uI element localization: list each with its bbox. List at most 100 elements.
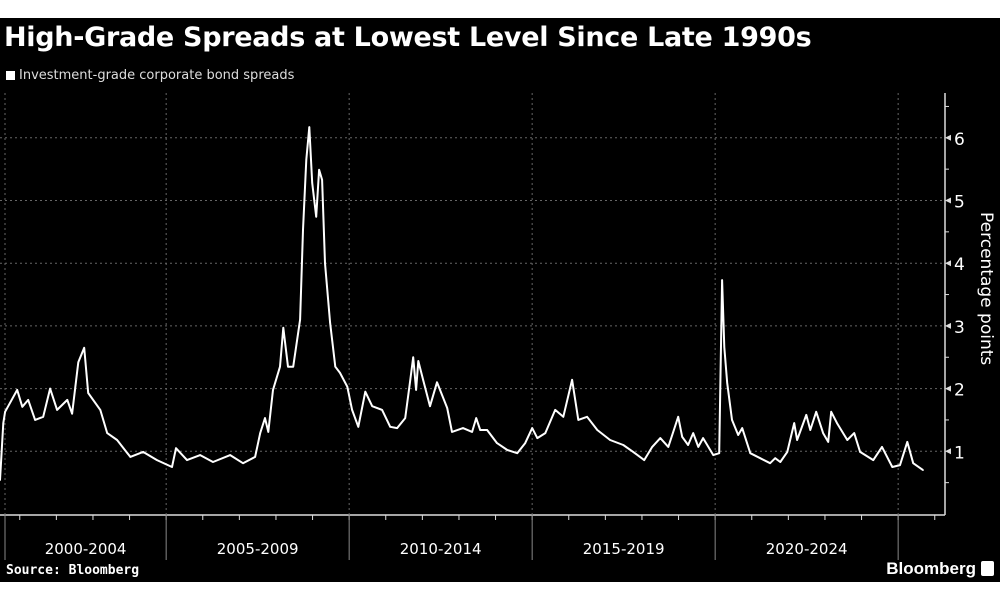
data-point bbox=[506, 449, 509, 451]
x-tick-label: 2000-2004 bbox=[45, 540, 127, 558]
data-point bbox=[311, 182, 313, 184]
data-point bbox=[571, 379, 573, 381]
chart-title: High-Grade Spreads at Lowest Level Since… bbox=[4, 22, 812, 53]
data-point bbox=[451, 431, 453, 433]
data-point bbox=[891, 466, 894, 468]
data-point bbox=[21, 405, 24, 408]
data-point bbox=[577, 419, 580, 421]
bloomberg-logo: Bloomberg bbox=[886, 559, 976, 578]
data-point bbox=[87, 392, 90, 394]
data-point bbox=[71, 412, 73, 415]
data-point bbox=[815, 410, 817, 413]
data-point bbox=[321, 179, 323, 181]
data-point bbox=[56, 409, 58, 411]
data-point bbox=[422, 379, 424, 381]
data-point bbox=[846, 439, 849, 441]
chart-background bbox=[0, 18, 1000, 582]
y-tick-label: 4 bbox=[954, 255, 965, 275]
legend-swatch bbox=[6, 71, 15, 80]
data-point bbox=[212, 461, 214, 463]
data-point bbox=[471, 431, 473, 433]
data-point bbox=[562, 416, 565, 418]
data-point bbox=[66, 399, 69, 401]
data-point bbox=[486, 429, 488, 431]
data-point bbox=[42, 416, 44, 418]
data-point bbox=[446, 407, 449, 409]
data-point bbox=[899, 464, 901, 466]
data-point bbox=[156, 459, 158, 461]
data-point bbox=[786, 451, 789, 453]
data-point bbox=[404, 417, 406, 419]
data-point bbox=[805, 414, 808, 416]
data-point bbox=[254, 456, 256, 458]
y-tick bbox=[945, 197, 951, 204]
data-point bbox=[779, 461, 782, 463]
x-tick-label: 2010-2014 bbox=[400, 540, 482, 558]
data-point bbox=[186, 459, 188, 461]
data-point bbox=[922, 469, 924, 471]
data-point bbox=[415, 389, 417, 391]
data-point bbox=[106, 432, 109, 434]
data-point bbox=[496, 442, 498, 444]
data-point bbox=[409, 379, 412, 381]
data-point bbox=[544, 432, 547, 434]
data-point bbox=[759, 457, 761, 459]
data-point bbox=[34, 419, 36, 421]
data-point bbox=[339, 372, 341, 374]
x-tick-label: 2015-2019 bbox=[583, 540, 665, 558]
data-point bbox=[741, 427, 744, 429]
y-axis-label: Percentage points bbox=[976, 212, 996, 366]
data-point bbox=[27, 399, 29, 401]
data-point bbox=[371, 405, 374, 407]
data-point bbox=[302, 229, 304, 231]
data-point bbox=[667, 446, 670, 448]
data-point bbox=[793, 422, 796, 424]
data-point bbox=[2, 422, 5, 424]
y-tick-label: 3 bbox=[954, 318, 965, 338]
data-point bbox=[412, 356, 415, 359]
y-tick bbox=[945, 322, 951, 329]
data-point bbox=[364, 390, 367, 393]
data-point bbox=[279, 365, 281, 368]
y-tick bbox=[945, 385, 951, 392]
data-point bbox=[16, 389, 19, 391]
data-point bbox=[859, 451, 861, 453]
y-tick bbox=[945, 448, 951, 455]
data-point bbox=[259, 432, 262, 434]
data-point bbox=[723, 346, 726, 349]
data-point bbox=[697, 446, 700, 448]
data-point bbox=[351, 409, 353, 411]
data-point bbox=[381, 409, 383, 411]
data-point bbox=[796, 439, 798, 441]
data-point bbox=[524, 442, 527, 444]
data-point bbox=[357, 426, 360, 428]
data-point bbox=[334, 365, 337, 368]
data-point bbox=[318, 168, 320, 171]
data-point bbox=[389, 426, 391, 428]
data-point bbox=[417, 360, 420, 362]
data-point bbox=[116, 439, 118, 441]
data-point bbox=[827, 441, 830, 443]
legend: Investment-grade corporate bond spreads bbox=[6, 68, 294, 83]
data-point bbox=[531, 427, 533, 429]
data-point bbox=[769, 462, 771, 465]
data-point bbox=[726, 382, 729, 384]
data-point bbox=[287, 365, 289, 368]
data-point bbox=[872, 459, 875, 461]
data-point bbox=[462, 427, 464, 429]
data-point bbox=[822, 432, 824, 434]
bloomberg-chart-icon bbox=[981, 561, 994, 576]
data-point bbox=[329, 321, 331, 324]
data-point bbox=[536, 437, 539, 439]
data-point bbox=[308, 126, 311, 128]
data-point bbox=[643, 459, 645, 461]
data-point bbox=[809, 429, 812, 431]
data-point bbox=[712, 454, 715, 456]
data-point bbox=[912, 462, 914, 465]
data-point bbox=[396, 427, 398, 429]
y-tick bbox=[945, 260, 951, 267]
data-point bbox=[429, 405, 431, 407]
data-point bbox=[681, 436, 684, 438]
data-point bbox=[609, 439, 611, 441]
